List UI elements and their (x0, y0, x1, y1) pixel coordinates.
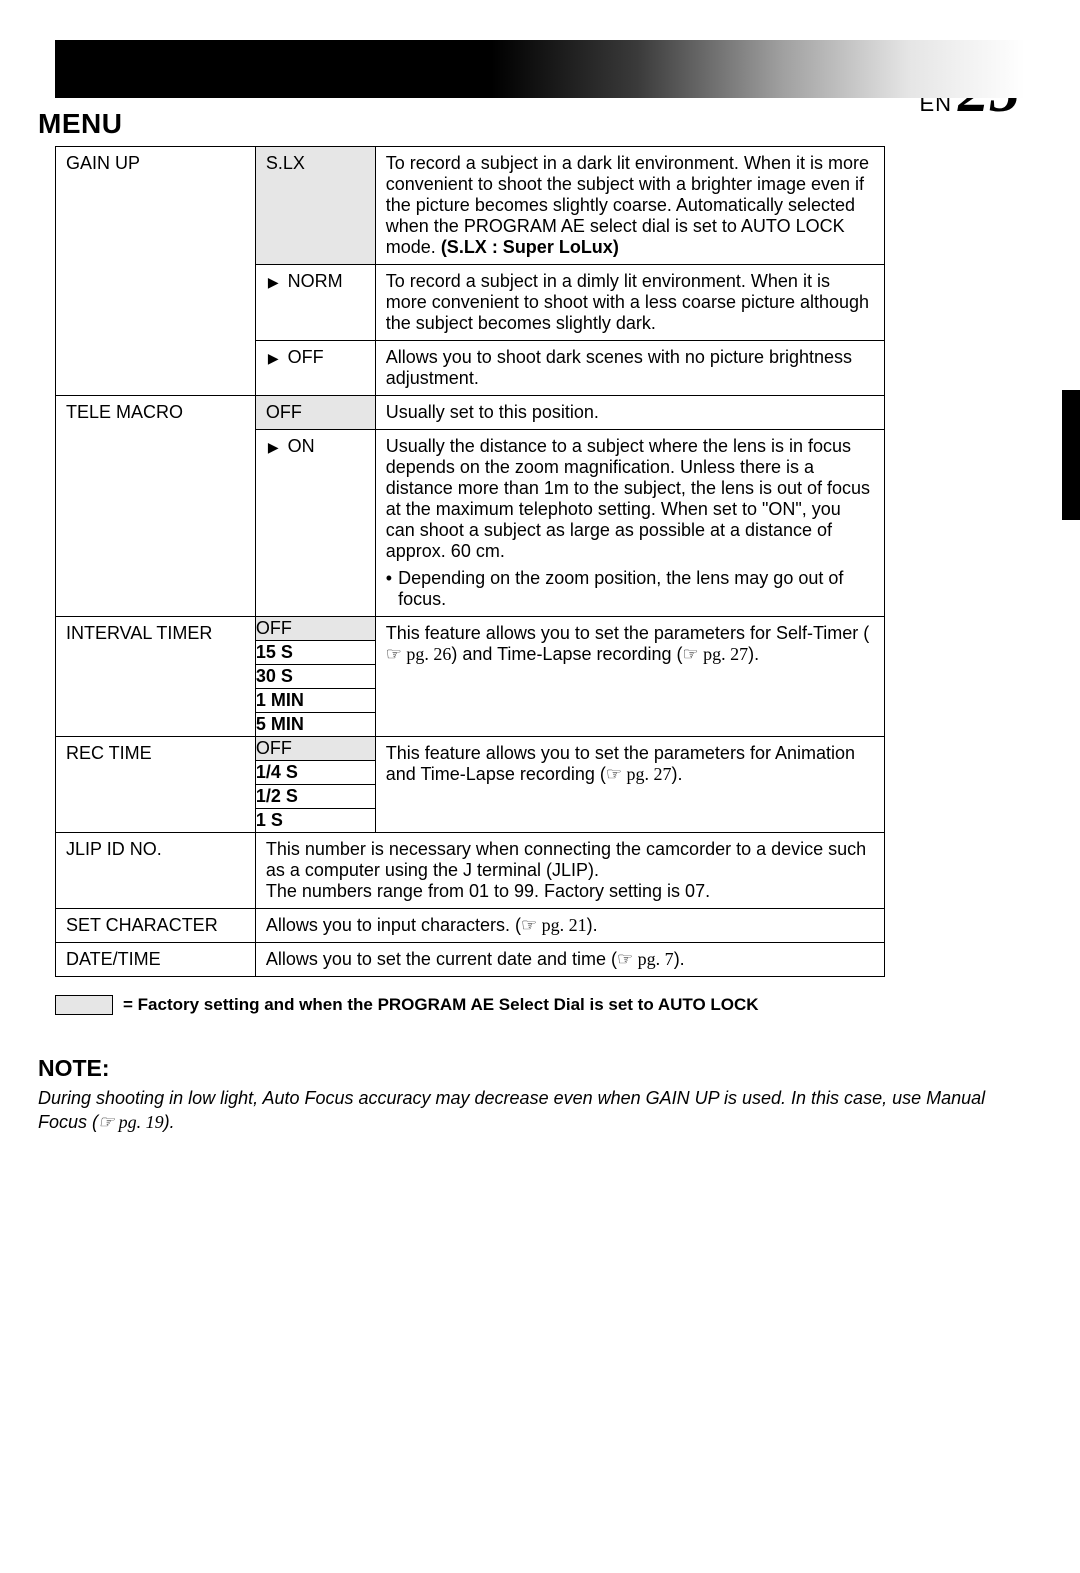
table-row: JLIP ID NO. This number is necessary whe… (56, 833, 885, 909)
bullet-icon: • (386, 568, 392, 610)
arrow-icon: ▶ (268, 439, 279, 455)
option-desc: This feature allows you to set the param… (375, 617, 884, 737)
desc-text: ). (674, 949, 685, 969)
option-desc: This number is necessary when connecting… (255, 833, 884, 909)
option-label: 1 S (256, 809, 375, 832)
legend-swatch (55, 995, 113, 1015)
note-text: During shooting in low light, Auto Focus… (38, 1088, 985, 1132)
setting-name: JLIP ID NO. (56, 833, 256, 909)
option-label: OFF (255, 396, 375, 430)
bullet-text: Depending on the zoom position, the lens… (398, 568, 874, 610)
option-label: OFF (256, 617, 375, 641)
desc-text: ). (748, 644, 759, 664)
section-tab (1062, 390, 1080, 520)
option-desc: Usually set to this position. (375, 396, 884, 430)
desc-text: Allows you to input characters. ( (266, 915, 521, 935)
option-text: OFF (288, 347, 324, 367)
option-desc: Allows you to input characters. (☞ pg. 2… (255, 909, 884, 943)
table-row: DATE/TIME Allows you to set the current … (56, 943, 885, 977)
legend: = Factory setting and when the PROGRAM A… (55, 995, 1080, 1015)
setting-name: INTERVAL TIMER (56, 617, 256, 737)
page-ref-icon: ☞ pg. 27 (606, 764, 672, 785)
option-desc: Allows you to set the current date and t… (255, 943, 884, 977)
setting-name: SET CHARACTER (56, 909, 256, 943)
option-label: 1/4 S (256, 761, 375, 785)
manual-page: EN 25 MENU GAIN UP S.LX To record a subj… (0, 40, 1080, 1573)
setting-name: GAIN UP (56, 147, 256, 396)
setting-name: DATE/TIME (56, 943, 256, 977)
setting-name: REC TIME (56, 737, 256, 833)
option-text: ON (288, 436, 315, 456)
table-row: INTERVAL TIMER OFF 15 S 30 S 1 MIN 5 MIN… (56, 617, 885, 737)
option-desc: To record a subject in a dark lit enviro… (375, 147, 884, 265)
option-stack: OFF 15 S 30 S 1 MIN 5 MIN (255, 617, 375, 737)
option-text: NORM (288, 271, 343, 291)
legend-text: = Factory setting and when the PROGRAM A… (123, 995, 759, 1015)
page-ref-icon: ☞ pg. 7 (617, 949, 674, 970)
desc-bold: (S.LX : Super LoLux) (441, 237, 619, 257)
setting-name: TELE MACRO (56, 396, 256, 617)
option-label: 1/2 S (256, 785, 375, 809)
arrow-icon: ▶ (268, 274, 279, 290)
header-strip (55, 40, 1025, 98)
page-ref-icon: ☞ pg. 21 (521, 915, 587, 936)
option-desc: Usually the distance to a subject where … (375, 430, 884, 617)
bullet-note: • Depending on the zoom position, the le… (386, 568, 874, 610)
option-label: S.LX (255, 147, 375, 265)
option-label: OFF (256, 737, 375, 761)
desc-text: Usually the distance to a subject where … (386, 436, 870, 561)
page-ref-icon: ☞ pg. 26 (386, 644, 452, 665)
page-ref-icon: ☞ pg. 27 (683, 644, 749, 665)
table-row: SET CHARACTER Allows you to input charac… (56, 909, 885, 943)
option-desc: Allows you to shoot dark scenes with no … (375, 341, 884, 396)
desc-text: Allows you to set the current date and t… (266, 949, 617, 969)
table-row: GAIN UP S.LX To record a subject in a da… (56, 147, 885, 265)
note-title: NOTE: (38, 1055, 1080, 1082)
option-label: 15 S (256, 641, 375, 665)
option-label: ▶ NORM (255, 265, 375, 341)
option-label: ▶ ON (255, 430, 375, 617)
note-body: During shooting in low light, Auto Focus… (38, 1086, 1025, 1135)
option-label: 5 MIN (256, 713, 375, 736)
page-ref-icon: ☞ pg. 19 (98, 1110, 164, 1134)
desc-text: This feature allows you to set the param… (386, 623, 870, 643)
option-desc: This feature allows you to set the param… (375, 737, 884, 833)
option-label: 1 MIN (256, 689, 375, 713)
option-desc: To record a subject in a dimly lit envir… (375, 265, 884, 341)
desc-text: ). (587, 915, 598, 935)
desc-text: ) and Time-Lapse recording ( (451, 644, 682, 664)
option-stack: OFF 1/4 S 1/2 S 1 S (255, 737, 375, 833)
arrow-icon: ▶ (268, 350, 279, 366)
option-label: 30 S (256, 665, 375, 689)
table-row: TELE MACRO OFF Usually set to this posit… (56, 396, 885, 430)
note-text: ). (164, 1112, 175, 1132)
menu-table: GAIN UP S.LX To record a subject in a da… (55, 146, 885, 977)
option-label: ▶ OFF (255, 341, 375, 396)
desc-text: ). (672, 764, 683, 784)
table-row: REC TIME OFF 1/4 S 1/2 S 1 S This featur… (56, 737, 885, 833)
